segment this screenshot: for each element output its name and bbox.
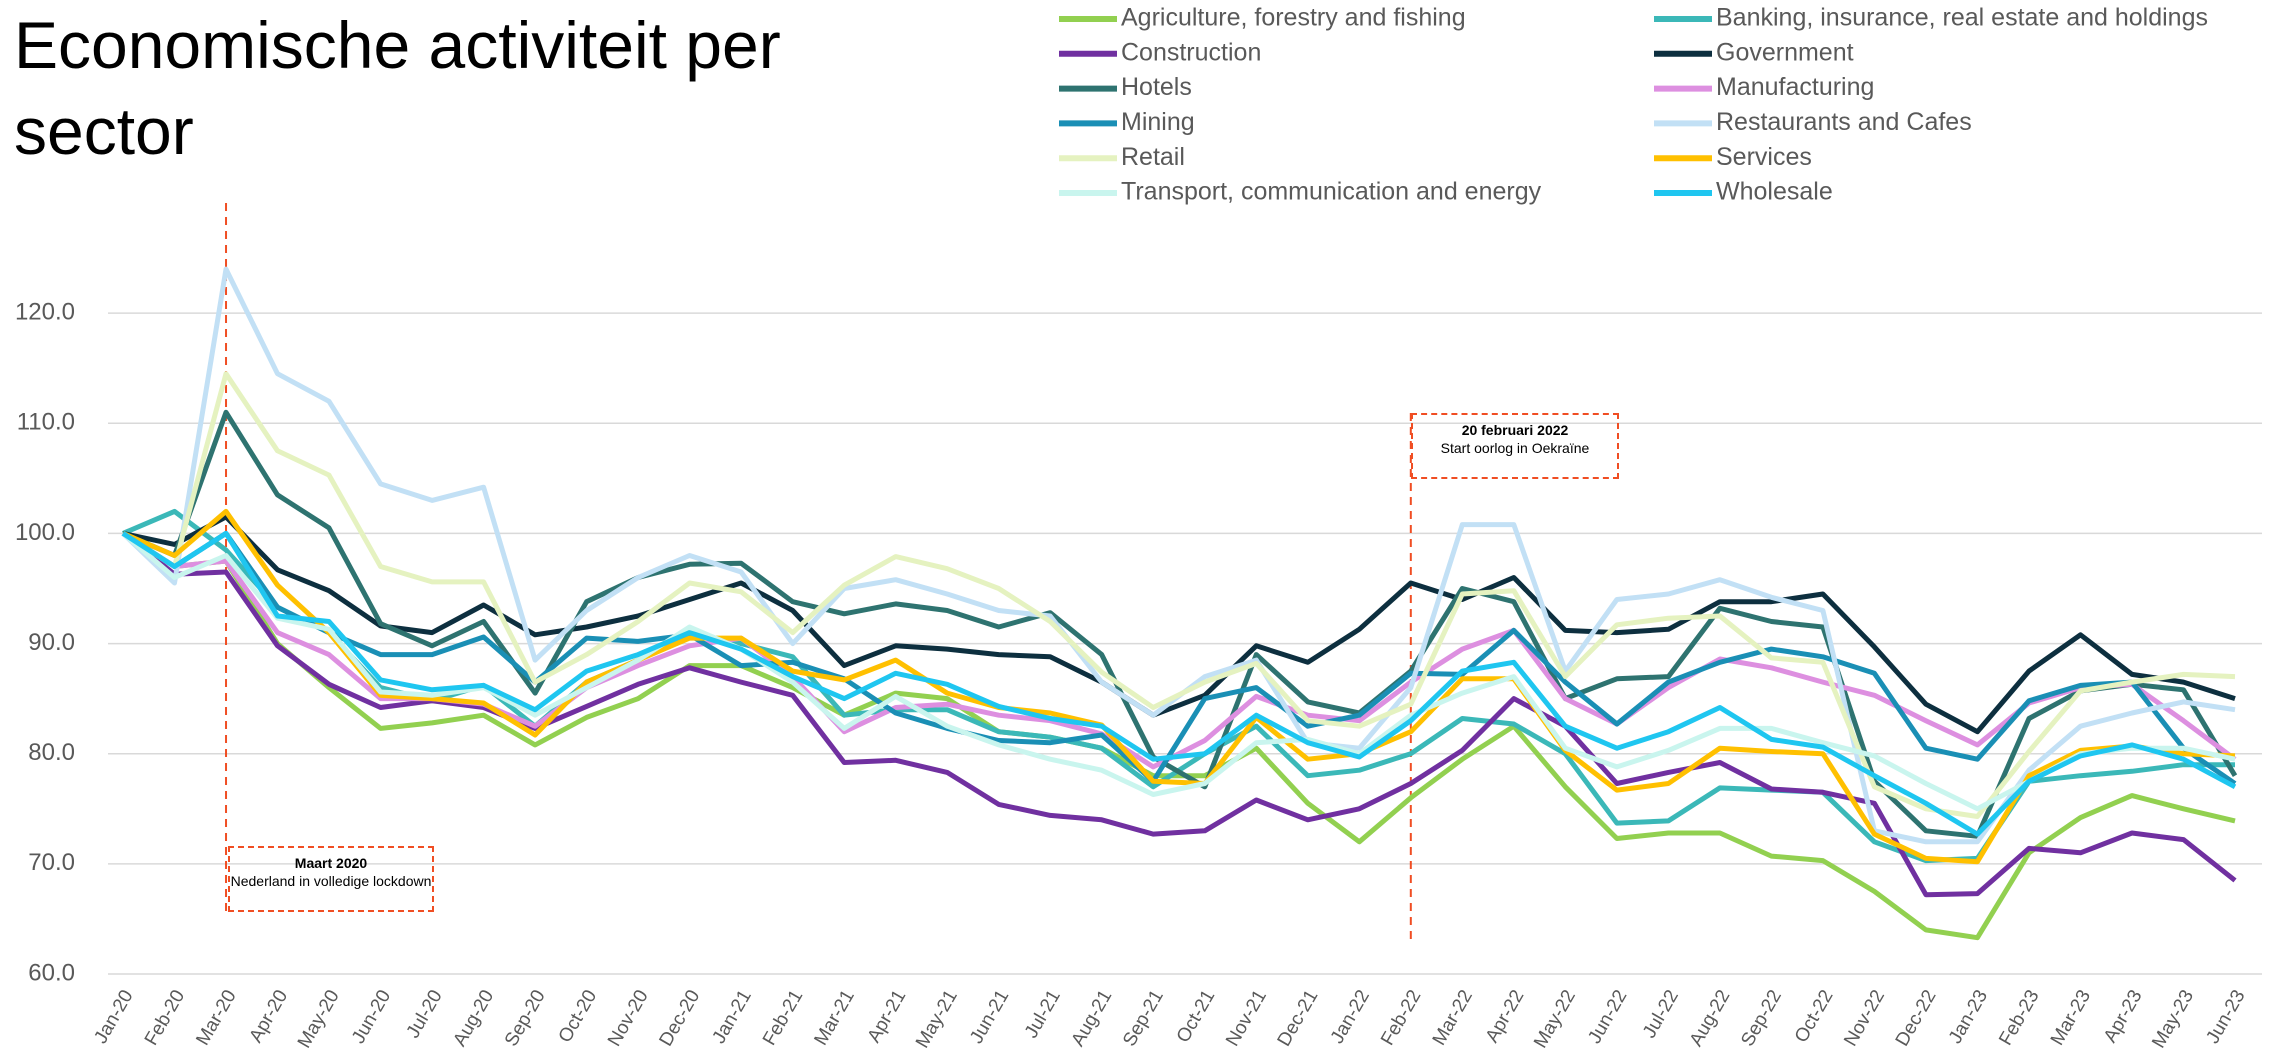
x-tick-label: Feb-22: [1377, 987, 1425, 1050]
x-tick-label: Apr-21: [864, 987, 911, 1047]
series-line: [121, 531, 2236, 812]
legend-label: Services: [1716, 143, 1812, 171]
x-tick-label: Jan-23: [1945, 987, 1992, 1048]
series-line: [121, 530, 2237, 786]
series-line: [121, 371, 2236, 819]
legend-label: Agriculture, forestry and fishing: [1121, 4, 1466, 32]
x-tick-label: Mar-23: [2047, 987, 2095, 1050]
y-tick-label: 60.0: [28, 959, 75, 986]
series-line: [121, 531, 2237, 898]
annotation-title: 20 februari 2022: [1461, 422, 1569, 438]
x-tick-label: Feb-23: [1995, 987, 2043, 1050]
x-tick-label: May-20: [294, 987, 344, 1052]
annotation-box: Maart 2020 Nederland in volledige lockdo…: [228, 846, 434, 912]
x-tick-label: Apr-20: [246, 987, 293, 1047]
legend-label: Manufacturing: [1716, 73, 1874, 101]
series-line: [122, 409, 2238, 839]
x-tick-label: Jul-22: [1639, 987, 1683, 1042]
x-tick-label: Oct-22: [1791, 987, 1838, 1047]
chart-title: Economische activiteit per sector: [14, 8, 781, 168]
x-tick-label: Feb-20: [141, 987, 189, 1050]
x-tick-label: Apr-22: [1482, 987, 1529, 1047]
x-tick-label: Jan-20: [90, 987, 137, 1048]
series-line: [121, 530, 2237, 837]
legend-label: Wholesale: [1716, 178, 1833, 206]
x-tick-label: Oct-20: [555, 987, 602, 1047]
x-tick-label: Jun-23: [2202, 987, 2249, 1048]
x-tick-label: Dec-20: [655, 987, 704, 1051]
legend-label: Banking, insurance, real estate and hold…: [1716, 4, 2208, 32]
x-tick-label: Mar-22: [1429, 987, 1477, 1050]
x-tick-label: Apr-23: [2100, 987, 2147, 1047]
x-tick-label: Aug-20: [449, 987, 498, 1051]
legend-label: Retail: [1121, 143, 1185, 171]
y-tick-label: 70.0: [28, 849, 75, 876]
x-tick-label: Jun-21: [966, 987, 1013, 1048]
x-tick-label: Sep-22: [1737, 987, 1786, 1051]
legend-label: Construction: [1121, 38, 1261, 66]
x-tick-label: Oct-21: [1173, 987, 1220, 1047]
series-line: [122, 508, 2236, 865]
x-tick-label: Aug-22: [1686, 987, 1735, 1051]
x-tick-label: Jul-20: [403, 987, 447, 1042]
annotation-text: Start oorlog in Oekraïne: [1440, 440, 1590, 456]
annotation-text: Nederland in volledige lockdown: [230, 873, 432, 889]
x-tick-label: Aug-21: [1068, 987, 1117, 1051]
x-tick-label: Mar-20: [192, 987, 240, 1050]
legend-label: Restaurants and Cafes: [1716, 108, 1972, 136]
annotation-title: Maart 2020: [294, 855, 368, 871]
x-tick-label: Dec-21: [1274, 987, 1323, 1051]
series-line: [121, 531, 2236, 941]
x-tick-label: Jun-22: [1584, 987, 1631, 1048]
legend-label: Government: [1716, 38, 1854, 66]
legend-label: Mining: [1121, 108, 1195, 136]
y-tick-label: 120.0: [15, 298, 75, 325]
series-line: [122, 514, 2236, 735]
x-tick-label: May-23: [2148, 987, 2198, 1052]
y-tick-label: 90.0: [28, 629, 75, 656]
x-tick-label: Nov-22: [1840, 987, 1889, 1051]
x-tick-label: Sep-20: [501, 987, 550, 1051]
x-tick-label: Dec-22: [1892, 987, 1941, 1051]
x-tick-label: Jan-21: [709, 987, 756, 1048]
x-tick-label: Jan-22: [1327, 987, 1374, 1048]
x-tick-label: Nov-20: [604, 987, 653, 1051]
x-tick-label: Sep-21: [1119, 987, 1168, 1051]
y-tick-label: 80.0: [28, 739, 75, 766]
x-tick-label: Jun-20: [348, 987, 395, 1048]
legend-label: Transport, communication and energy: [1121, 178, 1542, 206]
legend-label: Hotels: [1121, 73, 1192, 101]
y-tick-label: 110.0: [17, 409, 75, 436]
x-tick-label: Jul-21: [1021, 987, 1065, 1042]
x-tick-label: Feb-21: [759, 987, 807, 1050]
x-tick-label: Nov-21: [1222, 987, 1271, 1051]
x-tick-label: Mar-21: [811, 987, 859, 1050]
y-tick-label: 100.0: [15, 519, 75, 546]
x-tick-label: May-21: [912, 987, 962, 1052]
x-tick-label: May-22: [1530, 987, 1580, 1052]
annotation-box: 20 februari 2022 Start oorlog in Oekraïn…: [1411, 413, 1619, 479]
